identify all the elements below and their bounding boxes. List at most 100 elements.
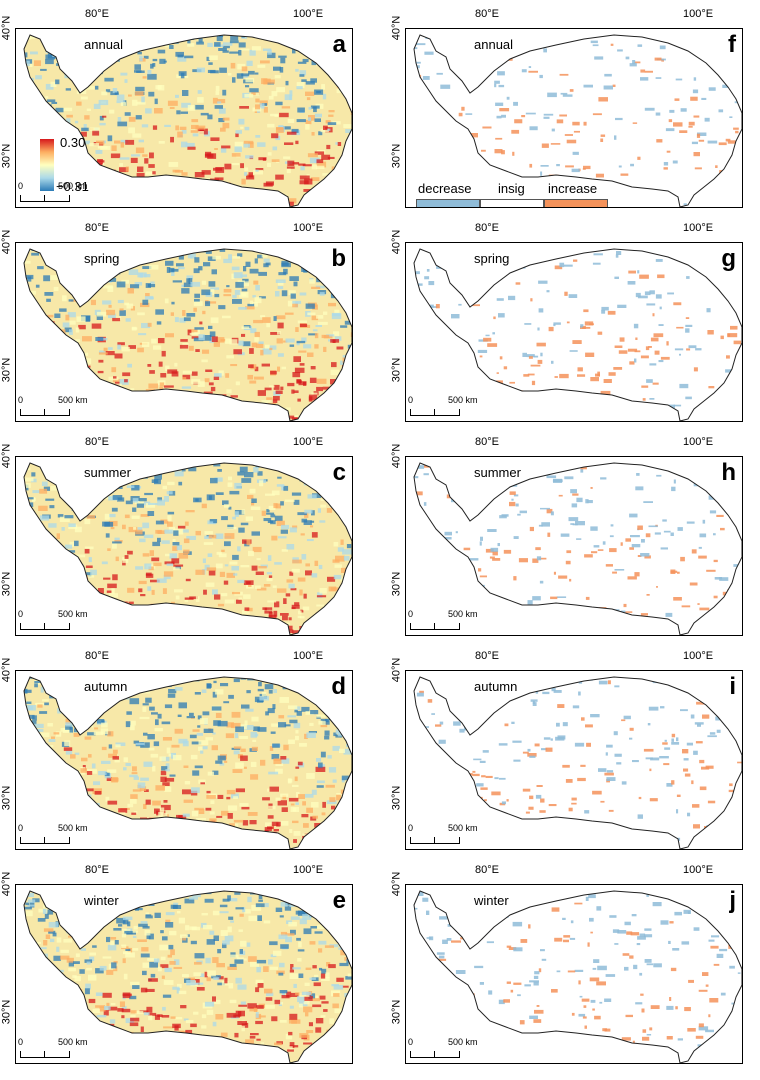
raster-cell xyxy=(95,992,103,996)
raster-cell xyxy=(184,197,191,202)
increase-patch xyxy=(569,89,574,92)
increase-patch xyxy=(643,748,654,752)
raster-cell xyxy=(336,346,344,350)
decrease-patch xyxy=(572,705,580,709)
raster-cell xyxy=(173,530,179,536)
increase-patch xyxy=(597,331,603,335)
decrease-patch xyxy=(485,334,490,337)
raster-cell xyxy=(263,619,270,624)
raster-cell xyxy=(72,895,81,899)
raster-cell xyxy=(21,385,24,389)
raster-cell xyxy=(319,967,323,971)
raster-cell xyxy=(191,119,199,123)
raster-cell xyxy=(202,711,210,716)
decrease-patch xyxy=(600,477,607,480)
raster-cell xyxy=(307,352,314,357)
decrease-patch xyxy=(529,755,536,758)
raster-cell xyxy=(149,550,154,556)
raster-cell xyxy=(289,571,294,576)
raster-cell xyxy=(349,163,352,166)
raster-cell xyxy=(303,1006,313,1013)
raster-cell xyxy=(274,562,282,565)
raster-cell xyxy=(300,464,309,467)
raster-cell xyxy=(218,118,225,123)
decrease-patch xyxy=(496,115,502,119)
raster-cell xyxy=(184,597,194,600)
raster-cell xyxy=(152,608,161,614)
raster-cell xyxy=(200,973,205,977)
raster-cell xyxy=(311,132,315,136)
raster-cell xyxy=(217,99,226,104)
panel-letter: f xyxy=(728,31,736,58)
increase-patch xyxy=(414,385,415,388)
decrease-patch xyxy=(423,726,429,728)
raster-cell xyxy=(186,980,196,986)
raster-cell xyxy=(227,73,232,76)
raster-cell xyxy=(24,745,27,749)
raster-cell xyxy=(44,41,50,44)
decrease-patch xyxy=(677,527,683,531)
decrease-patch xyxy=(461,702,466,704)
decrease-patch xyxy=(644,928,652,931)
raster-cell xyxy=(261,363,270,367)
increase-patch xyxy=(414,182,416,187)
raster-cell xyxy=(265,997,273,1001)
raster-cell xyxy=(325,120,331,124)
raster-cell xyxy=(154,728,163,732)
raster-cell xyxy=(150,579,160,583)
raster-cell xyxy=(327,122,337,125)
raster-cell xyxy=(106,309,116,316)
decrease-patch xyxy=(539,580,544,584)
raster-cell xyxy=(271,159,280,162)
raster-cell xyxy=(128,930,138,933)
raster-cell xyxy=(83,169,93,175)
raster-cell xyxy=(228,254,232,260)
raster-cell xyxy=(180,75,189,78)
raster-cell xyxy=(121,347,130,352)
raster-cell xyxy=(251,531,260,536)
raster-cell xyxy=(187,43,195,47)
decrease-patch xyxy=(528,66,532,68)
raster-cell xyxy=(127,587,135,593)
raster-cell xyxy=(339,375,344,378)
raster-cell xyxy=(305,91,315,96)
raster-cell xyxy=(255,202,261,206)
raster-cell xyxy=(41,553,48,559)
raster-cell xyxy=(124,930,133,935)
raster-cell xyxy=(286,991,292,998)
raster-cell xyxy=(52,932,57,937)
raster-cell xyxy=(239,281,249,287)
increase-patch xyxy=(536,186,545,189)
raster-cell xyxy=(323,53,329,58)
decrease-patch xyxy=(609,830,616,835)
raster-cell xyxy=(229,490,240,495)
raster-cell xyxy=(75,266,80,271)
raster-cell xyxy=(307,312,316,316)
legend-increase-swatch xyxy=(544,199,608,207)
raster-cell xyxy=(262,797,270,801)
raster-cell xyxy=(291,389,295,394)
increase-patch xyxy=(587,942,590,947)
raster-cell xyxy=(155,1044,159,1047)
decrease-patch xyxy=(737,905,741,909)
raster-cell xyxy=(243,958,247,961)
raster-cell xyxy=(241,478,252,483)
raster-cell xyxy=(185,578,191,582)
raster-cell xyxy=(74,752,80,755)
increase-patch xyxy=(449,40,458,43)
raster-cell xyxy=(296,710,302,716)
raster-cell xyxy=(157,463,167,464)
decrease-patch xyxy=(676,809,679,814)
increase-patch xyxy=(455,1007,459,1010)
raster-cell xyxy=(153,958,160,963)
increase-patch xyxy=(604,772,614,776)
decrease-patch xyxy=(499,480,509,485)
raster-cell xyxy=(149,847,159,849)
raster-cell xyxy=(290,588,297,591)
decrease-patch xyxy=(407,888,409,891)
raster-cell xyxy=(17,378,23,380)
raster-cell xyxy=(119,308,124,311)
raster-cell xyxy=(75,922,79,926)
scale-km: 500 km xyxy=(448,609,478,619)
raster-cell xyxy=(275,768,283,774)
